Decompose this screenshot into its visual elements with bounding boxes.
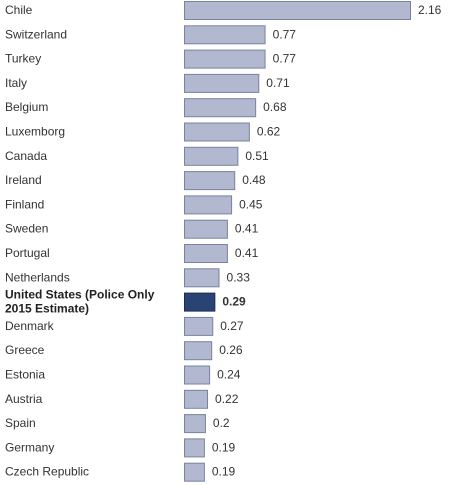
bar [184,365,211,385]
category-label: Estonia [5,368,45,382]
value-label: 0.27 [220,319,244,333]
category-label: Luxemborg [5,125,65,139]
bar [184,73,260,93]
bar [184,389,209,409]
value-label: 0.22 [215,392,239,406]
bar-highlight [184,292,216,312]
category-label: Czech Republic [5,465,89,479]
bar [184,195,233,215]
category-label: Spain [5,416,36,430]
value-label: 0.45 [239,197,263,211]
bar [184,1,411,20]
category-label: Finland [5,197,44,211]
bar [184,244,228,263]
category-label: Italy [5,76,27,90]
value-label: 0.26 [219,343,243,357]
bar [184,49,266,69]
category-label: Greece [5,343,45,357]
value-label: 0.2 [213,416,230,430]
category-label: Ireland [5,173,42,187]
category-label: United States (Police Only 2015 Estimate) [5,288,155,316]
category-label: Germany [5,440,54,454]
value-label: 0.24 [217,368,241,382]
value-label: 0.77 [273,52,297,66]
value-label: 0.77 [273,27,297,41]
value-label: 0.41 [235,222,259,236]
value-label: 0.48 [242,173,266,187]
value-label: 0.19 [212,440,236,454]
bar [184,341,213,361]
value-label: 2.16 [418,3,442,17]
value-label: 0.29 [222,295,246,309]
value-label: 0.33 [227,270,251,284]
category-label: Sweden [5,222,48,236]
value-label: 0.41 [235,246,259,260]
category-label: Canada [5,149,47,163]
bar [184,122,250,142]
category-label: Chile [5,3,33,17]
category-label: Austria [5,392,43,406]
bar [184,98,257,118]
bar [184,316,214,336]
bar [184,146,239,166]
bar [184,171,236,191]
category-label: Denmark [5,319,55,333]
bars-group: Chile 2.16 Switzerland 0.77 Turkey 0.77 Italy 0… [5,1,442,482]
category-label: Switzerland [5,27,67,41]
value-label: 0.19 [212,465,236,479]
bar [184,414,206,434]
bar [184,219,228,239]
category-label-line: 2015 Estimate) [5,302,89,316]
bar [184,438,205,458]
value-label: 0.51 [245,149,269,163]
value-label: 0.62 [257,125,281,139]
value-label: 0.71 [266,76,290,90]
category-label: Portugal [5,246,50,260]
bar [184,462,205,482]
bar [184,25,266,45]
category-label: Netherlands [5,270,70,284]
category-label: Belgium [5,100,48,114]
bar [184,268,220,288]
value-label: 0.68 [263,100,287,114]
category-label-line: United States (Police Only [5,288,155,302]
category-label: Turkey [5,52,41,66]
